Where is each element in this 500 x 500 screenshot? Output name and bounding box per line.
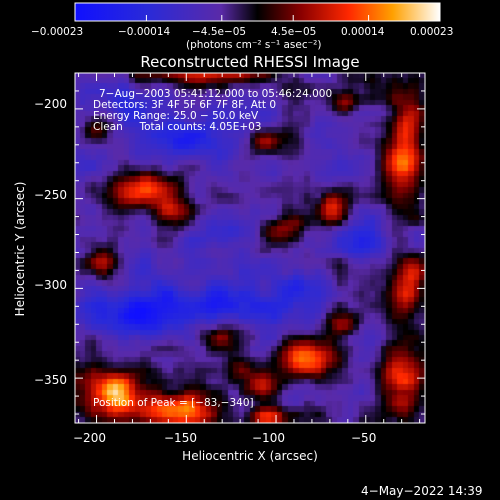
colorbar-tick-label-0: −0.00023 <box>31 26 84 38</box>
heatmap-image <box>75 73 425 423</box>
footer-timestamp: 4−May−2022 14:39 <box>361 484 483 498</box>
annotation-time-range: 7−Aug−2003 05:41:12.000 to 05:46:24.000 <box>99 88 333 100</box>
y-tick-label-0: −200 <box>34 97 67 111</box>
colorbar-units-label: (photons cm⁻² s⁻¹ asec⁻²) <box>186 39 322 51</box>
colorbar-tick-label-2: −4.5e−05 <box>192 26 247 38</box>
colorbar-tick-label-1: −0.00014 <box>118 26 171 38</box>
x-tick-label-3: −50 <box>351 431 377 445</box>
y-tick-label-3: −350 <box>34 373 67 387</box>
annotation-peak-position: Position of Peak = [−83,−340] <box>93 397 254 409</box>
x-tick-label-1: −150 <box>164 431 197 445</box>
colorbar-tick-label-3: 4.5e−05 <box>271 26 317 38</box>
chart-title: Reconstructed RHESSI Image <box>140 53 360 71</box>
annotation-detectors: Detectors: 3F 4F 5F 6F 7F 8F, Att 0 <box>93 99 277 111</box>
colorbar-gradient <box>75 3 440 21</box>
x-tick-label-2: −100 <box>252 431 285 445</box>
y-tick-label-2: −300 <box>34 278 67 292</box>
x-axis-label: Heliocentric X (arcsec) <box>182 449 318 463</box>
y-tick-label-1: −250 <box>34 188 67 202</box>
annotation-energy-range: Energy Range: 25.0 − 50.0 keV <box>93 110 259 122</box>
x-tick-label-0: −200 <box>73 431 106 445</box>
plot-frame <box>74 72 426 424</box>
annotation-clean-counts: Clean Total counts: 4.05E+03 <box>93 121 262 133</box>
colorbar-tick-label-5: 0.00023 <box>410 26 454 38</box>
y-axis-label: Heliocentric Y (arcsec) <box>13 181 27 317</box>
colorbar <box>74 2 441 22</box>
colorbar-frame <box>74 2 441 22</box>
colorbar-tick-label-4: 0.00014 <box>341 26 385 38</box>
